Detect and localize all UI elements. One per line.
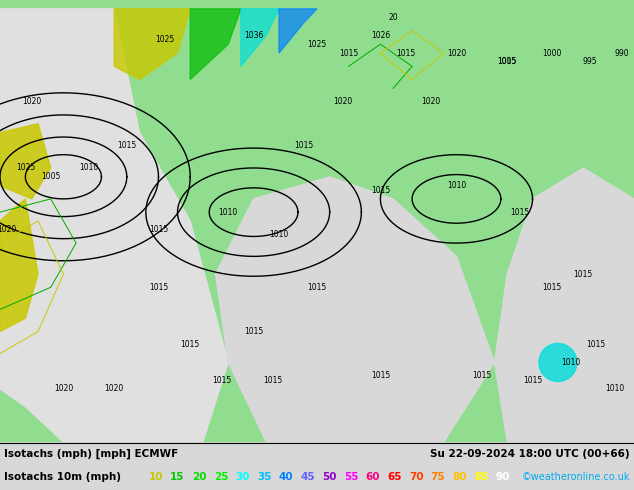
Text: 20: 20 — [192, 471, 207, 482]
Text: ©weatheronline.co.uk: ©weatheronline.co.uk — [522, 471, 630, 482]
Text: 1015: 1015 — [523, 376, 542, 385]
Text: 1005: 1005 — [41, 172, 60, 181]
Text: 1015: 1015 — [149, 225, 168, 234]
Text: 60: 60 — [366, 471, 380, 482]
Text: Isotachs 10m (mph): Isotachs 10m (mph) — [4, 471, 121, 482]
Text: 25: 25 — [214, 471, 228, 482]
Text: 1015: 1015 — [212, 376, 231, 385]
Text: 35: 35 — [257, 471, 271, 482]
Text: 1015: 1015 — [117, 141, 136, 150]
Polygon shape — [495, 168, 634, 442]
Text: 1025: 1025 — [155, 35, 174, 44]
Text: 75: 75 — [430, 471, 445, 482]
Text: 55: 55 — [344, 471, 358, 482]
Text: 65: 65 — [387, 471, 402, 482]
Text: 90: 90 — [496, 471, 510, 482]
Text: 1015: 1015 — [586, 340, 605, 349]
Polygon shape — [114, 9, 190, 79]
Polygon shape — [190, 9, 241, 79]
Text: 1015: 1015 — [149, 283, 168, 292]
Text: 1015: 1015 — [244, 327, 263, 336]
Text: Su 22-09-2024 18:00 UTC (00+66): Su 22-09-2024 18:00 UTC (00+66) — [430, 449, 630, 459]
Text: 1026: 1026 — [371, 31, 390, 40]
Text: 85: 85 — [474, 471, 489, 482]
Circle shape — [539, 343, 577, 381]
Text: 995: 995 — [582, 57, 597, 66]
Text: 30: 30 — [235, 471, 250, 482]
Text: 1010: 1010 — [79, 164, 98, 172]
Text: 1020: 1020 — [422, 97, 441, 106]
Text: 1010: 1010 — [269, 230, 288, 239]
Text: 45: 45 — [301, 471, 315, 482]
Text: 50: 50 — [322, 471, 337, 482]
Polygon shape — [216, 177, 495, 442]
Text: 1015: 1015 — [574, 270, 593, 278]
Polygon shape — [0, 199, 38, 332]
Text: 15: 15 — [171, 471, 184, 482]
Text: 990: 990 — [614, 49, 629, 57]
Text: 10: 10 — [148, 471, 163, 482]
Text: 1015: 1015 — [542, 283, 561, 292]
Text: 1000: 1000 — [542, 49, 561, 57]
Text: 1025: 1025 — [307, 40, 327, 49]
Text: 1015: 1015 — [510, 208, 529, 217]
Text: 1015: 1015 — [396, 49, 415, 57]
Polygon shape — [279, 9, 317, 53]
Text: 1010: 1010 — [447, 181, 466, 190]
Polygon shape — [0, 9, 228, 442]
Polygon shape — [241, 9, 279, 66]
Text: 1020: 1020 — [0, 225, 16, 234]
Text: 1020: 1020 — [333, 97, 352, 106]
Text: 1036: 1036 — [244, 31, 263, 40]
Text: 70: 70 — [409, 471, 424, 482]
Text: 1015: 1015 — [295, 141, 314, 150]
Text: 1010: 1010 — [605, 385, 624, 393]
Text: 1010: 1010 — [561, 358, 580, 367]
Text: Isotachs (mph) [mph] ECMWF: Isotachs (mph) [mph] ECMWF — [4, 449, 178, 459]
Text: 1015: 1015 — [498, 57, 517, 66]
Text: 1015: 1015 — [371, 371, 390, 380]
Text: 1015: 1015 — [181, 340, 200, 349]
Text: 1015: 1015 — [307, 283, 327, 292]
Text: 1020: 1020 — [54, 385, 73, 393]
Text: 20: 20 — [388, 13, 398, 22]
Text: 1015: 1015 — [339, 49, 358, 57]
Text: 1015: 1015 — [371, 186, 390, 195]
Text: 1010: 1010 — [219, 208, 238, 217]
Text: 1005: 1005 — [498, 57, 517, 66]
Text: 1020: 1020 — [22, 97, 41, 106]
Text: 1015: 1015 — [472, 371, 491, 380]
Polygon shape — [0, 124, 51, 199]
Text: 1020: 1020 — [447, 49, 466, 57]
Text: 1020: 1020 — [105, 385, 124, 393]
Text: 1015: 1015 — [263, 376, 282, 385]
Text: 80: 80 — [453, 471, 467, 482]
Text: 40: 40 — [279, 471, 294, 482]
Text: 1025: 1025 — [16, 164, 35, 172]
